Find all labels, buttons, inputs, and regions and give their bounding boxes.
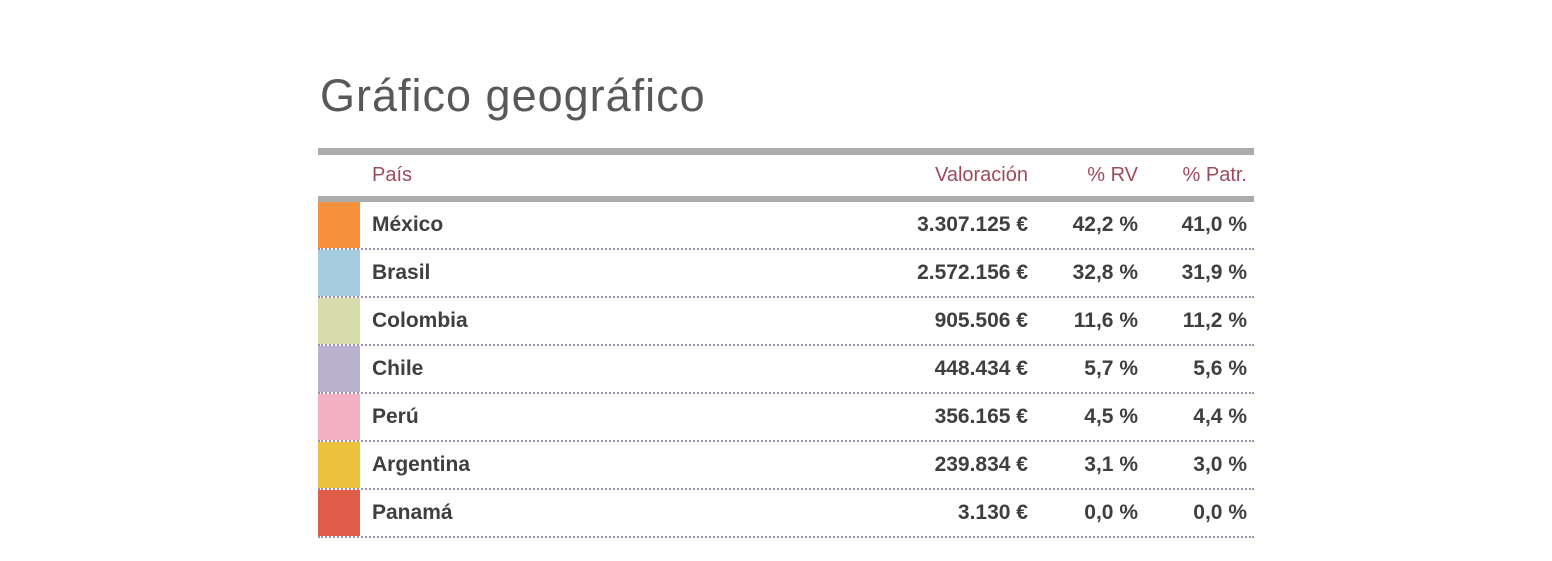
valoracion-value: 448.434 € — [934, 357, 1028, 381]
country-color-swatch — [318, 442, 360, 489]
valoracion-value: 2.572.156 € — [917, 261, 1028, 285]
column-header-patr: % Patr. — [1182, 164, 1247, 187]
table-top-divider — [318, 148, 1254, 156]
country-color-swatch — [318, 202, 360, 249]
column-header-valoracion: Valoración — [934, 164, 1028, 187]
column-header-pais: País — [372, 164, 413, 187]
patr-value: 3,0 % — [1193, 453, 1247, 477]
valoracion-value: 905.506 € — [934, 309, 1028, 333]
header-swatch-spacer — [318, 155, 360, 196]
valoracion-value: 3.130 € — [957, 501, 1028, 525]
country-name: Chile — [372, 357, 424, 381]
patr-value: 11,2 % — [1182, 309, 1247, 333]
valoracion-value: 3.307.125 € — [917, 213, 1028, 237]
geographic-chart-panel: Gráfico geográfico País Valoración % RV … — [318, 68, 1254, 539]
valoracion-value: 239.834 € — [934, 453, 1028, 477]
country-color-swatch — [318, 490, 360, 537]
column-header-rv: % RV — [1087, 164, 1138, 187]
rv-value: 0,0 % — [1084, 501, 1138, 525]
table-row: Panamá 3.130 € 0,0 % 0,0 % — [318, 490, 1254, 539]
country-color-swatch — [318, 250, 360, 297]
country-name: Argentina — [372, 453, 471, 477]
rv-value: 5,7 % — [1084, 357, 1138, 381]
table-row: Argentina 239.834 € 3,1 % 3,0 % — [318, 442, 1254, 491]
country-color-swatch — [318, 394, 360, 441]
table-row: Chile 448.434 € 5,7 % 5,6 % — [318, 346, 1254, 395]
country-color-swatch — [318, 346, 360, 393]
patr-value: 4,4 % — [1193, 405, 1247, 429]
rv-value: 32,8 % — [1072, 261, 1138, 285]
rv-value: 3,1 % — [1084, 453, 1138, 477]
country-name: México — [372, 213, 444, 237]
table-row: Colombia 905.506 € 11,6 % 11,2 % — [318, 298, 1254, 347]
table-row: México 3.307.125 € 42,2 % 41,0 % — [318, 202, 1254, 251]
rv-value: 4,5 % — [1084, 405, 1138, 429]
table-row: Perú 356.165 € 4,5 % 4,4 % — [318, 394, 1254, 443]
table-row: Brasil 2.572.156 € 32,8 % 31,9 % — [318, 250, 1254, 299]
country-name: Colombia — [372, 309, 468, 333]
rv-value: 11,6 % — [1073, 309, 1138, 333]
country-color-swatch — [318, 298, 360, 345]
rv-value: 42,2 % — [1072, 213, 1138, 237]
country-name: Brasil — [372, 261, 431, 285]
table-header-row: País Valoración % RV % Patr. — [318, 155, 1254, 196]
patr-value: 5,6 % — [1193, 357, 1247, 381]
valoracion-value: 356.165 € — [934, 405, 1028, 429]
patr-value: 0,0 % — [1193, 501, 1247, 525]
country-name: Perú — [372, 405, 419, 429]
country-name: Panamá — [372, 501, 453, 525]
patr-value: 31,9 % — [1181, 261, 1247, 285]
page-title: Gráfico geográfico — [320, 70, 706, 121]
patr-value: 41,0 % — [1181, 213, 1247, 237]
table-header-divider — [318, 196, 1254, 203]
table-body: México 3.307.125 € 42,2 % 41,0 % Brasil … — [318, 202, 1254, 539]
